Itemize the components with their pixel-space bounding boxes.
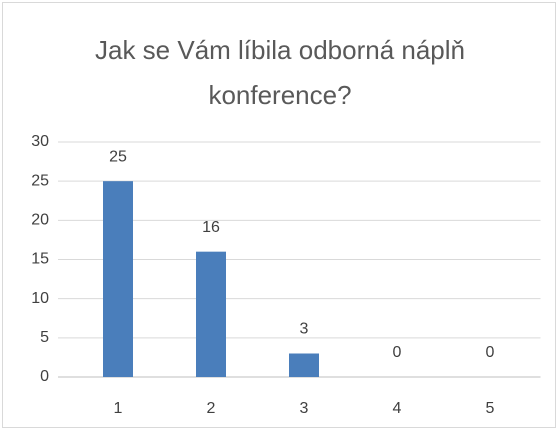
- data-label: 0: [486, 344, 495, 361]
- y-tick-label: 10: [31, 290, 49, 307]
- data-label: 16: [202, 219, 220, 236]
- y-tick-label: 30: [31, 133, 49, 150]
- chart-frame: [2, 2, 556, 428]
- data-label: 0: [393, 344, 402, 361]
- y-tick-label: 20: [31, 212, 49, 229]
- y-tick-label: 5: [40, 329, 49, 346]
- y-tick-label: 15: [31, 251, 49, 268]
- chart-title: Jak se Vám líbila odborná náplň konferen…: [94, 35, 465, 110]
- y-tick-label: 25: [31, 172, 49, 189]
- data-label: 25: [109, 148, 127, 165]
- x-tick-label: 3: [300, 400, 309, 417]
- x-tick-label: 2: [207, 400, 216, 417]
- data-label: 3: [300, 321, 309, 338]
- x-tick-label: 1: [114, 400, 123, 417]
- y-tick-label: 0: [40, 368, 49, 385]
- x-tick-label: 4: [393, 400, 402, 417]
- bar: [103, 181, 133, 377]
- bar: [196, 251, 226, 377]
- bar: [289, 353, 319, 377]
- x-tick-label: 5: [486, 400, 495, 417]
